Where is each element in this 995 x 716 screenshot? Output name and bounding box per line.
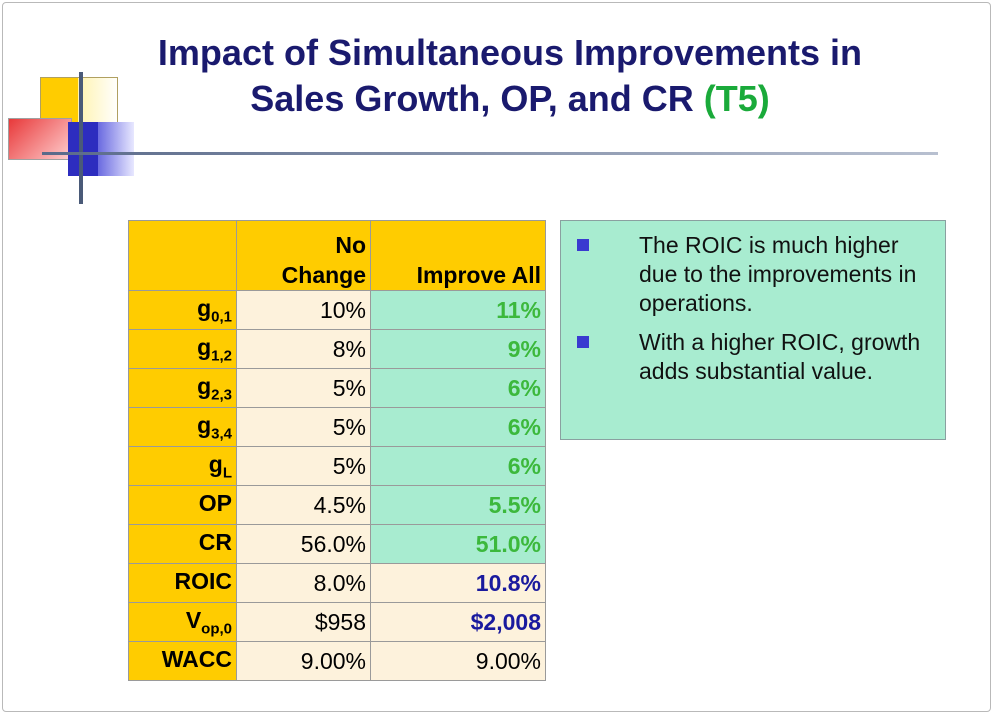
row-label: OP (128, 485, 237, 525)
no-change-cell: 5% (236, 446, 371, 486)
row-label-sub: 1,2 (211, 347, 232, 365)
improve-all-cell: 6% (370, 446, 546, 486)
row-label-text: g (208, 450, 223, 477)
improve-all-cell: 9.00% (370, 641, 546, 681)
table-row: WACC 9.00% 9.00% (128, 641, 546, 681)
note-text: The ROIC is much higher due to the impro… (639, 232, 917, 316)
improve-all-cell: 51.0% (370, 524, 546, 564)
table-row: ROIC 8.0% 10.8% (128, 563, 546, 603)
table-row: gL 5% 6% (128, 446, 546, 486)
row-label-text: WACC (161, 645, 232, 672)
improve-all-cell: 6% (370, 368, 546, 408)
header-improve-all: Improve All (370, 220, 546, 291)
note-item: The ROIC is much higher due to the impro… (577, 231, 933, 318)
notes-box: The ROIC is much higher due to the impro… (560, 220, 946, 440)
row-label-text: g (197, 294, 212, 321)
title-divider (42, 152, 938, 155)
no-change-cell: 10% (236, 290, 371, 330)
improve-all-cell: 10.8% (370, 563, 546, 603)
row-label: g0,1 (128, 290, 237, 330)
note-text: With a higher ROIC, growth adds substant… (639, 329, 921, 384)
no-change-cell: $958 (236, 602, 371, 642)
bullet-square-icon (577, 239, 589, 251)
row-label-text: V (185, 606, 202, 633)
row-label-text: ROIC (174, 567, 233, 594)
improve-all-cell: 6% (370, 407, 546, 447)
table-row: g3,4 5% 6% (128, 407, 546, 447)
no-change-cell: 5% (236, 368, 371, 408)
title-line-2-text: Sales Growth, OP, and CR (250, 78, 694, 119)
row-label-sub: op,0 (201, 620, 232, 638)
no-change-cell: 56.0% (236, 524, 371, 564)
improve-all-cell: $2,008 (370, 602, 546, 642)
row-label: g2,3 (128, 368, 237, 408)
improve-all-cell: 9% (370, 329, 546, 369)
row-label-text: g (197, 411, 212, 438)
row-label: ROIC (128, 563, 237, 603)
decor-blue-light-block (98, 122, 134, 176)
row-label-sub: 0,1 (211, 308, 232, 326)
no-change-cell: 8.0% (236, 563, 371, 603)
table-header-row: No Change Improve All (128, 220, 546, 291)
slide-title: Impact of Simultaneous Improvements in S… (60, 30, 960, 122)
header-no-change: No Change (236, 220, 371, 291)
row-label-text: OP (198, 489, 232, 516)
no-change-cell: 9.00% (236, 641, 371, 681)
row-label-sub: 3,4 (211, 425, 232, 443)
header-no-change-line2: Change (281, 262, 366, 288)
row-label: g1,2 (128, 329, 237, 369)
row-label-text: g (197, 333, 212, 360)
no-change-cell: 4.5% (236, 485, 371, 525)
table-row: Vop,0 $958 $2,008 (128, 602, 546, 642)
decor-blue-block (68, 122, 98, 176)
title-tag: (T5) (703, 78, 770, 119)
table-row: g1,2 8% 9% (128, 329, 546, 369)
table-row: CR 56.0% 51.0% (128, 524, 546, 564)
header-no-change-line1: No (335, 232, 366, 258)
bullet-square-icon (577, 336, 589, 348)
row-label-text: g (197, 372, 212, 399)
row-label: g3,4 (128, 407, 237, 447)
no-change-cell: 8% (236, 329, 371, 369)
improve-all-cell: 11% (370, 290, 546, 330)
title-line-1: Impact of Simultaneous Improvements in (157, 32, 863, 73)
no-change-cell: 5% (236, 407, 371, 447)
row-label-sub: L (222, 464, 232, 482)
row-label: gL (128, 446, 237, 486)
header-label-cell (128, 220, 237, 291)
table-row: g0,1 10% 11% (128, 290, 546, 330)
table-row: OP 4.5% 5.5% (128, 485, 546, 525)
row-label-sub: 2,3 (211, 386, 232, 404)
row-label: Vop,0 (128, 602, 237, 642)
row-label-text: CR (198, 528, 232, 555)
title-line-2: Sales Growth, OP, and CR (T5) (60, 76, 960, 122)
row-label: WACC (128, 641, 237, 681)
table-row: g2,3 5% 6% (128, 368, 546, 408)
improve-all-cell: 5.5% (370, 485, 546, 525)
row-label: CR (128, 524, 237, 564)
comparison-table: No Change Improve All g0,1 10% 11% g1,2 … (128, 220, 546, 681)
note-item: With a higher ROIC, growth adds substant… (577, 328, 933, 386)
decor-vertical-line (79, 72, 83, 204)
